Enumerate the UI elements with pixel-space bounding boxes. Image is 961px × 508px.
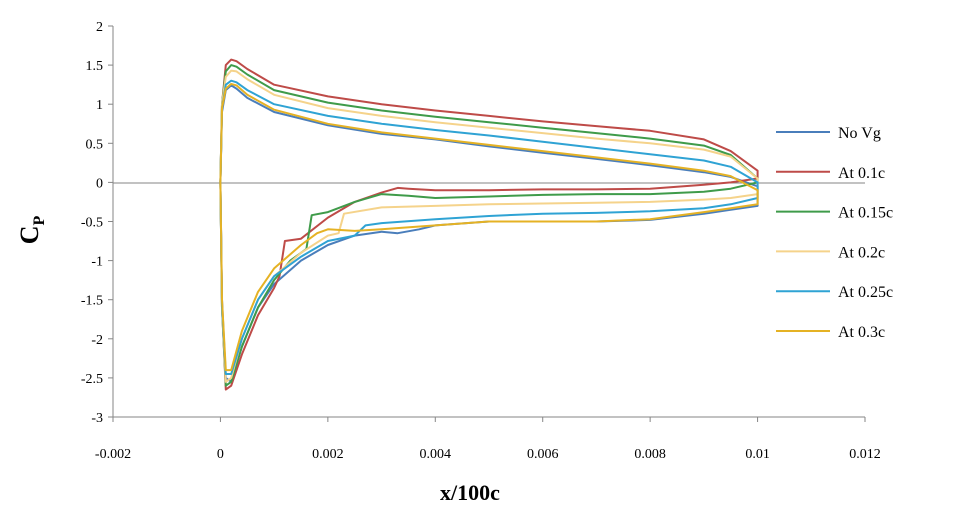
series-line-at-0-3c bbox=[219, 82, 759, 372]
y-axis-title-main: C bbox=[15, 226, 44, 245]
y-tick-label: 0.5 bbox=[86, 137, 104, 152]
y-axis-title-sub: P bbox=[31, 216, 48, 226]
y-axis bbox=[108, 25, 114, 418]
series-line-no-vg bbox=[219, 84, 759, 383]
y-axis-title: CP bbox=[15, 216, 48, 245]
y-tick-label: 0 bbox=[96, 176, 103, 191]
x-tick-label: 0.012 bbox=[849, 447, 881, 462]
x-tick-labels: -0.002 0 0.002 0.004 0.006 0.008 0.01 0.012 bbox=[95, 447, 881, 462]
legend: No Vg At 0.1c At 0.15c At 0.2c At 0.25c At 0.… bbox=[776, 125, 893, 341]
series-line-at-0-1c bbox=[219, 58, 759, 391]
legend-label-no-vg: No Vg bbox=[838, 125, 881, 142]
legend-label-at-0-25c: At 0.25c bbox=[838, 284, 893, 301]
x-axis-title: x/100c bbox=[440, 480, 500, 505]
y-tick-label: -1.5 bbox=[81, 294, 103, 309]
x-tick-label: -0.002 bbox=[95, 447, 131, 462]
series-line-at-0-25c bbox=[219, 79, 759, 375]
y-tick-label: -2 bbox=[91, 333, 103, 348]
legend-label-at-0-2c: At 0.2c bbox=[838, 244, 885, 261]
x-tick-label: 0.004 bbox=[420, 447, 452, 462]
y-tick-label: -1 bbox=[91, 255, 103, 270]
svg-text:CP: CP bbox=[15, 216, 48, 245]
y-tick-label: -3 bbox=[91, 411, 103, 426]
y-tick-label: 1 bbox=[96, 98, 103, 113]
y-tick-labels: 2 1.5 1 0.5 0 -0.5 -1 -1.5 -2 -2.5 -3 bbox=[81, 20, 103, 426]
legend-label-at-0-3c: At 0.3c bbox=[838, 324, 885, 341]
legend-label-at-0-15c: At 0.15c bbox=[838, 205, 893, 222]
series-line-at-0-15c bbox=[219, 64, 759, 387]
y-tick-label: 2 bbox=[96, 20, 103, 35]
y-tick-label: -0.5 bbox=[81, 216, 103, 231]
x-tick-label: 0.008 bbox=[634, 447, 666, 462]
legend-label-at-0-1c: At 0.1c bbox=[838, 165, 885, 182]
y-tick-label: 1.5 bbox=[86, 59, 104, 74]
x-tick-label: 0.01 bbox=[745, 447, 770, 462]
series-lines bbox=[219, 58, 759, 391]
y-tick-label: -2.5 bbox=[81, 372, 103, 387]
x-tick-label: 0.006 bbox=[527, 447, 559, 462]
x-tick-label: 0 bbox=[217, 447, 224, 462]
x-axis bbox=[112, 182, 866, 422]
x-tick-label: 0.002 bbox=[312, 447, 344, 462]
